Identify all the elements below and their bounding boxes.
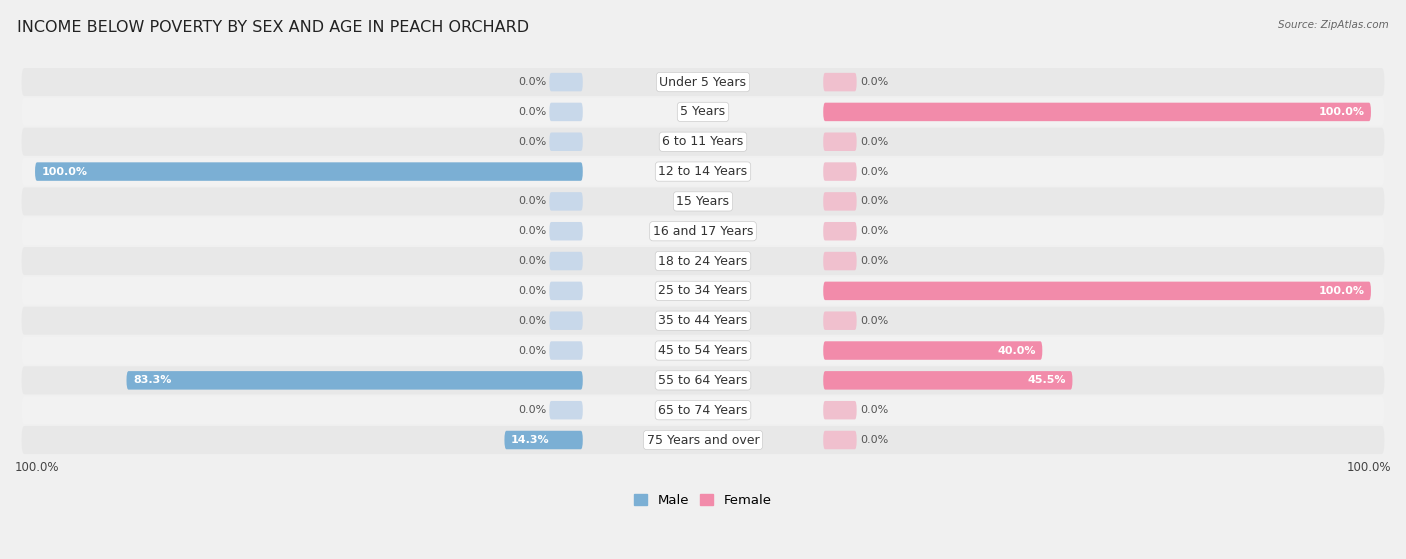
FancyBboxPatch shape [21,158,1385,186]
FancyBboxPatch shape [550,282,582,300]
Text: 5 Years: 5 Years [681,106,725,119]
FancyBboxPatch shape [824,282,1371,300]
FancyBboxPatch shape [21,396,1385,424]
Text: 15 Years: 15 Years [676,195,730,208]
FancyBboxPatch shape [550,401,582,419]
FancyBboxPatch shape [21,98,1385,126]
Text: 18 to 24 Years: 18 to 24 Years [658,254,748,268]
Text: 0.0%: 0.0% [860,405,889,415]
Text: 40.0%: 40.0% [997,345,1036,356]
FancyBboxPatch shape [824,132,856,151]
FancyBboxPatch shape [824,342,1042,360]
Text: 0.0%: 0.0% [860,167,889,177]
FancyBboxPatch shape [824,431,856,449]
Text: 0.0%: 0.0% [860,435,889,445]
FancyBboxPatch shape [550,192,582,211]
FancyBboxPatch shape [550,311,582,330]
Text: 75 Years and over: 75 Years and over [647,434,759,447]
Text: 100.0%: 100.0% [1319,286,1364,296]
FancyBboxPatch shape [550,73,582,91]
Text: 0.0%: 0.0% [517,137,546,147]
Text: 0.0%: 0.0% [517,256,546,266]
Text: 45 to 54 Years: 45 to 54 Years [658,344,748,357]
FancyBboxPatch shape [824,222,856,240]
Text: 0.0%: 0.0% [517,405,546,415]
Text: 65 to 74 Years: 65 to 74 Years [658,404,748,416]
Text: INCOME BELOW POVERTY BY SEX AND AGE IN PEACH ORCHARD: INCOME BELOW POVERTY BY SEX AND AGE IN P… [17,20,529,35]
Text: 0.0%: 0.0% [860,196,889,206]
FancyBboxPatch shape [550,132,582,151]
Text: 0.0%: 0.0% [860,77,889,87]
Text: 16 and 17 Years: 16 and 17 Years [652,225,754,238]
Text: 100.0%: 100.0% [15,462,59,475]
FancyBboxPatch shape [21,68,1385,96]
Text: 100.0%: 100.0% [1347,462,1391,475]
FancyBboxPatch shape [824,162,856,181]
Text: 100.0%: 100.0% [42,167,87,177]
FancyBboxPatch shape [21,307,1385,335]
FancyBboxPatch shape [21,247,1385,275]
Text: 12 to 14 Years: 12 to 14 Years [658,165,748,178]
Text: 14.3%: 14.3% [512,435,550,445]
Text: 0.0%: 0.0% [860,256,889,266]
Text: 100.0%: 100.0% [1319,107,1364,117]
Text: 0.0%: 0.0% [517,77,546,87]
FancyBboxPatch shape [21,127,1385,156]
FancyBboxPatch shape [505,431,582,449]
Text: 0.0%: 0.0% [517,196,546,206]
FancyBboxPatch shape [824,192,856,211]
FancyBboxPatch shape [824,371,1073,390]
FancyBboxPatch shape [35,162,582,181]
FancyBboxPatch shape [21,337,1385,364]
FancyBboxPatch shape [21,187,1385,215]
Text: 25 to 34 Years: 25 to 34 Years [658,285,748,297]
Text: Source: ZipAtlas.com: Source: ZipAtlas.com [1278,20,1389,30]
Text: 35 to 44 Years: 35 to 44 Years [658,314,748,327]
Text: 45.5%: 45.5% [1028,375,1066,385]
Text: 0.0%: 0.0% [517,316,546,326]
FancyBboxPatch shape [550,252,582,271]
Text: 0.0%: 0.0% [517,107,546,117]
FancyBboxPatch shape [550,103,582,121]
Text: 55 to 64 Years: 55 to 64 Years [658,374,748,387]
Text: 6 to 11 Years: 6 to 11 Years [662,135,744,148]
FancyBboxPatch shape [21,277,1385,305]
FancyBboxPatch shape [824,401,856,419]
FancyBboxPatch shape [21,426,1385,454]
FancyBboxPatch shape [824,103,1371,121]
Text: Under 5 Years: Under 5 Years [659,75,747,88]
FancyBboxPatch shape [21,366,1385,395]
Text: 0.0%: 0.0% [860,316,889,326]
FancyBboxPatch shape [824,252,856,271]
Text: 83.3%: 83.3% [134,375,172,385]
Text: 0.0%: 0.0% [860,137,889,147]
Text: 0.0%: 0.0% [517,226,546,236]
FancyBboxPatch shape [824,73,856,91]
FancyBboxPatch shape [824,311,856,330]
FancyBboxPatch shape [21,217,1385,245]
FancyBboxPatch shape [550,222,582,240]
Legend: Male, Female: Male, Female [628,489,778,512]
FancyBboxPatch shape [550,342,582,360]
FancyBboxPatch shape [127,371,582,390]
Text: 0.0%: 0.0% [860,226,889,236]
Text: 0.0%: 0.0% [517,345,546,356]
Text: 0.0%: 0.0% [517,286,546,296]
